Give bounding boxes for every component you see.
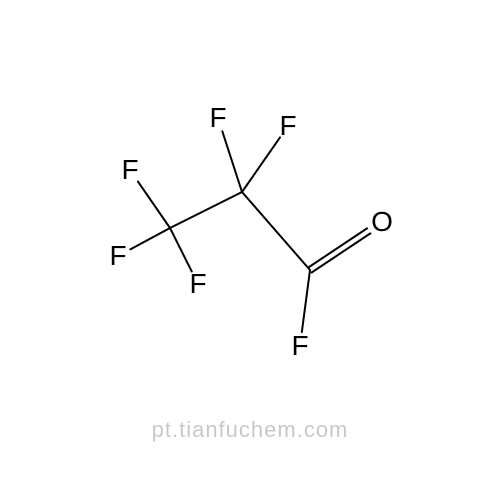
watermark-text: pt.tianfuchem.com bbox=[152, 417, 349, 443]
molecule-diagram: F F F F F F O pt.tianfuchem.com bbox=[0, 0, 500, 500]
atom-o: O bbox=[371, 206, 393, 238]
atom-f: F bbox=[209, 102, 226, 134]
atom-f: F bbox=[291, 330, 308, 362]
atom-f: F bbox=[109, 240, 126, 272]
atom-f: F bbox=[279, 110, 296, 142]
atom-f: F bbox=[189, 268, 206, 300]
atom-f: F bbox=[121, 154, 138, 186]
